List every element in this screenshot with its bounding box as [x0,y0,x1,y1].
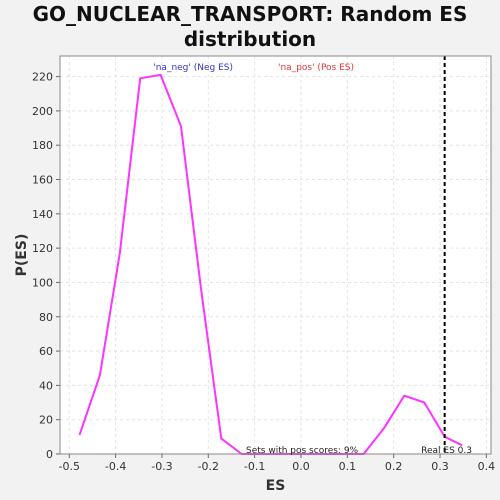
y-axis-label: P(ES) [14,234,30,277]
plot-area [60,56,491,454]
x-tick-label: -0.5 [59,460,80,473]
y-tick-label: 80 [39,311,53,324]
x-tick-label: -0.1 [244,460,265,473]
x-tick-label: 0.3 [431,460,449,473]
legend-entry-neg: 'na_neg' (Neg ES) [153,63,233,73]
legend-entry-pos: 'na_pos' (Pos ES) [278,63,354,73]
x-tick-label: 0.1 [339,460,357,473]
chart-title: GO_NUCLEAR_TRANSPORT: Random ES distribu… [0,2,500,52]
y-tick-label: 200 [32,105,53,118]
x-tick-label: -0.3 [151,460,172,473]
chart-title-line-1: GO_NUCLEAR_TRANSPORT: Random ES [32,2,468,26]
x-tick-label: -0.4 [105,460,126,473]
pos-scores-annotation: Sets with pos scores: 9% [246,446,359,456]
y-tick-label: 140 [32,208,53,221]
grid [60,56,491,455]
y-tick-label: 20 [39,414,53,427]
real-es-annotation: Real ES 0.3 [421,446,472,456]
x-axis-label: ES [266,478,286,494]
y-tick-label: 160 [32,174,53,187]
y-tick-label: 220 [32,71,53,84]
y-tick-label: 180 [32,139,53,152]
x-tick-label: 0.0 [292,460,310,473]
plot-frame [59,55,492,455]
x-tick-label: -0.2 [198,460,219,473]
y-tick-label: 100 [32,276,53,289]
y-tick-label: 60 [39,345,53,358]
chart-title-line-2: distribution [183,27,317,51]
y-tick-label: 40 [39,379,53,392]
axes: -0.5 -0.4 -0.3 -0.2 -0.1 0.0 0.1 0.2 0.3 0.4 0 20 40… [32,55,496,473]
y-tick-label: 0 [46,448,53,461]
x-tick-label: 0.4 [478,460,496,473]
y-tick-label: 120 [32,242,53,255]
x-tick-label: 0.2 [385,460,403,473]
